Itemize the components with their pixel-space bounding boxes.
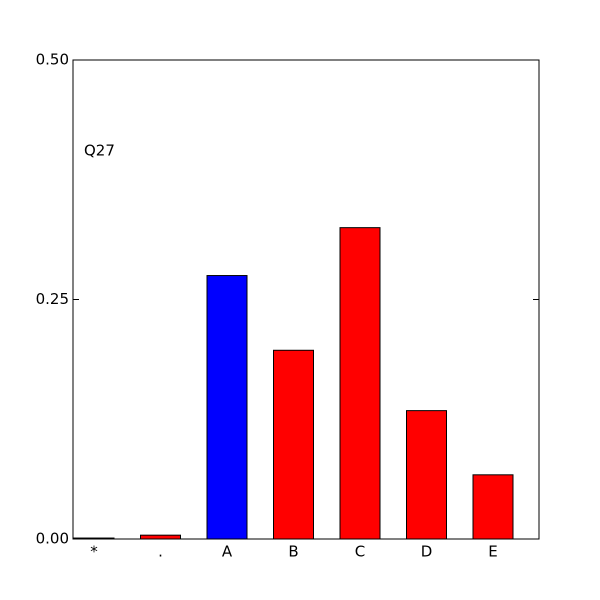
bar (206, 275, 248, 540)
bar (273, 349, 314, 540)
x-tick-label: . (158, 543, 163, 561)
x-tick-label: * (90, 543, 98, 561)
x-tick-label: A (222, 543, 233, 561)
bar (406, 410, 447, 540)
bar (472, 474, 514, 540)
bar (140, 534, 181, 540)
y-tick-label: 0.00 (36, 530, 69, 548)
y-tick-label: 0.25 (36, 290, 69, 308)
annotation: Q27 (84, 142, 115, 160)
x-tick-label: E (488, 543, 497, 561)
bar (339, 227, 381, 540)
x-tick-label: C (355, 543, 365, 561)
y-tick-label: 0.50 (36, 51, 69, 69)
x-tick-label: D (421, 543, 433, 561)
x-tick-label: B (288, 543, 298, 561)
